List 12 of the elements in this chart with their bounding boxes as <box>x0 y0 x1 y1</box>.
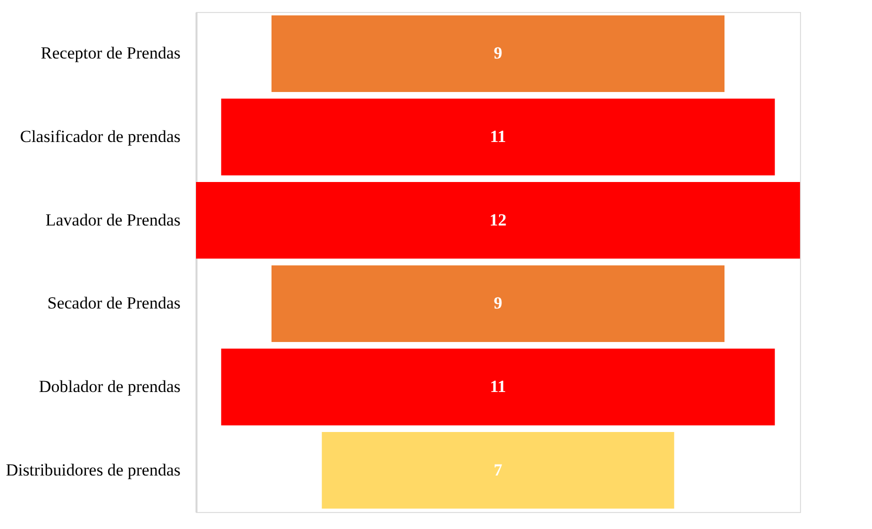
category-label: Doblador de prendas <box>38 377 180 396</box>
data-label: 11 <box>490 127 506 146</box>
data-label: 12 <box>490 210 506 230</box>
category-label: Distribuidores de prendas <box>6 460 180 480</box>
data-label: 9 <box>494 294 502 313</box>
category-label: Receptor de Prendas <box>40 44 180 63</box>
category-label: Secador de Prendas <box>47 294 180 313</box>
data-label: 7 <box>494 460 503 480</box>
data-label: 11 <box>490 377 506 396</box>
data-label: 9 <box>494 44 502 63</box>
category-label: Lavador de Prendas <box>45 210 180 230</box>
category-label: Clasificador de prendas <box>20 127 180 146</box>
